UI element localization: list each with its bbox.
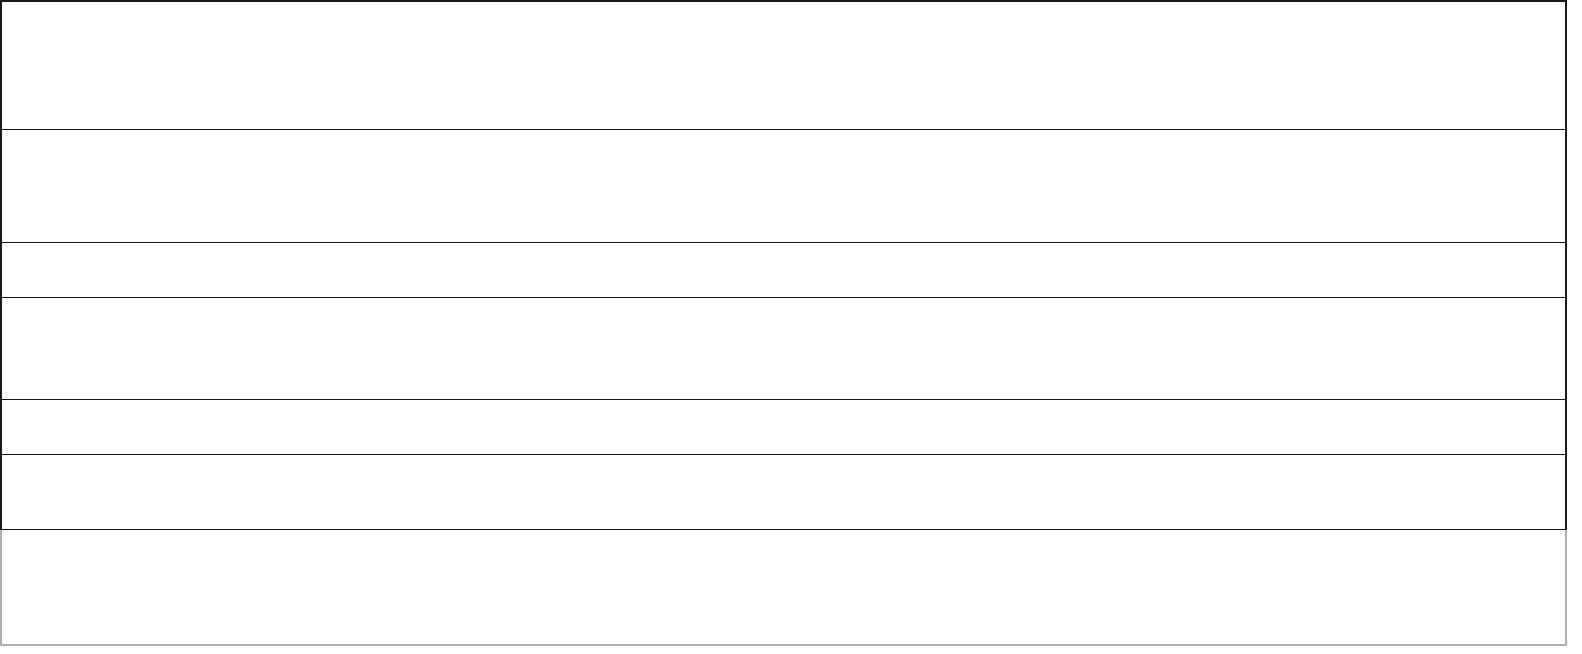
table-cell — [1344, 530, 1567, 646]
table-cell — [230, 298, 1346, 401]
table-cell — [1344, 298, 1567, 401]
table-cell — [230, 54, 1346, 131]
table-cell — [230, 400, 1346, 456]
table-cell — [0, 243, 232, 299]
table-cell — [230, 243, 1346, 299]
table-cell — [0, 530, 232, 646]
table-cell — [1344, 243, 1567, 299]
table-cell — [230, 0, 1346, 57]
table-cell — [0, 0, 232, 57]
table-cell — [230, 530, 1346, 646]
table-cell — [1344, 54, 1567, 131]
table-cell — [1344, 455, 1567, 531]
table-cell — [1344, 130, 1567, 244]
table-cell — [1344, 0, 1567, 57]
table-cell — [0, 130, 232, 244]
table-cell — [1344, 400, 1567, 456]
table-cell — [0, 298, 232, 401]
table-cell — [230, 130, 1346, 244]
table-cell — [230, 455, 1346, 531]
table-cell — [0, 54, 232, 131]
table-cell — [0, 455, 232, 531]
table-cell — [0, 400, 232, 456]
